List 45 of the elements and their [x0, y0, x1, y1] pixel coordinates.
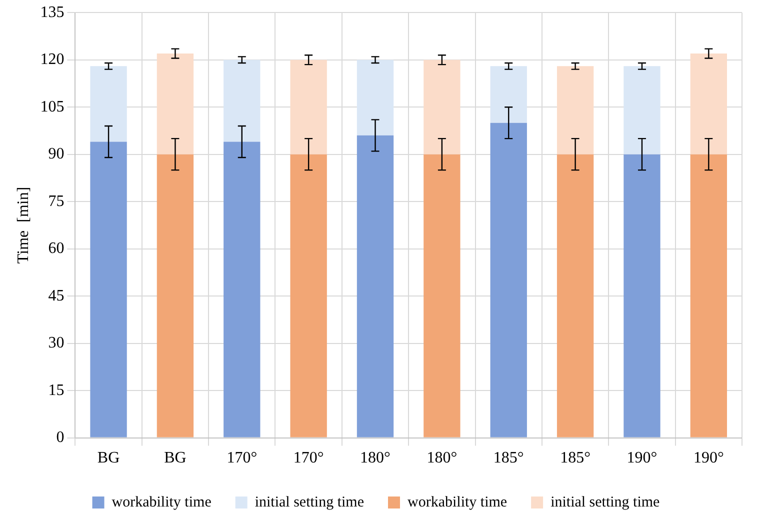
- x-tick-label: 180°: [426, 450, 458, 467]
- bar: [156, 154, 194, 438]
- x-tick-label: BG: [164, 450, 187, 467]
- y-tick-label: 30: [48, 334, 64, 352]
- y-tick-label: 135: [40, 4, 64, 21]
- legend-label: workability time: [112, 494, 212, 510]
- legend-label: initial setting time: [550, 494, 660, 510]
- y-tick-label: 60: [48, 240, 64, 258]
- bar: [90, 66, 127, 142]
- bar: [224, 142, 260, 438]
- x-tick-label: 170°: [293, 450, 324, 467]
- bar: [624, 66, 660, 154]
- x-tick-label: 190°: [693, 450, 724, 467]
- x-tick-label: 180°: [360, 450, 390, 467]
- legend-label: workability time: [408, 494, 508, 510]
- x-tick-label: BG: [97, 450, 120, 467]
- bar: [690, 154, 727, 438]
- bar: [556, 66, 594, 154]
- legend-label: initial setting time: [254, 494, 364, 510]
- bar: [356, 60, 394, 136]
- x-tick-label: 185°: [560, 450, 591, 467]
- bar: [356, 135, 394, 438]
- y-tick-label: 120: [40, 51, 64, 68]
- y-tick-label: 0: [56, 429, 64, 446]
- bar: [156, 54, 194, 154]
- x-tick-label: 190°: [626, 450, 658, 467]
- bar: [90, 142, 127, 438]
- bar: [290, 60, 327, 154]
- y-tick-label: 45: [48, 287, 64, 304]
- y-tick-label: 15: [48, 382, 64, 399]
- x-tick-label: 185°: [493, 450, 524, 467]
- bar: [424, 60, 460, 154]
- y-tick-label: 75: [48, 192, 64, 210]
- bar: [290, 154, 327, 438]
- x-tick-label: 170°: [226, 450, 258, 467]
- y-tick-label: 105: [40, 98, 64, 116]
- bar: [224, 60, 260, 142]
- y-tick-label: 90: [48, 146, 64, 163]
- bar: [624, 154, 660, 438]
- bar: [690, 54, 727, 154]
- bar: [424, 154, 460, 438]
- bar: [490, 122, 527, 438]
- y-axis-title: Time [min]: [14, 186, 32, 264]
- bar: [490, 66, 527, 123]
- bar: [556, 154, 594, 438]
